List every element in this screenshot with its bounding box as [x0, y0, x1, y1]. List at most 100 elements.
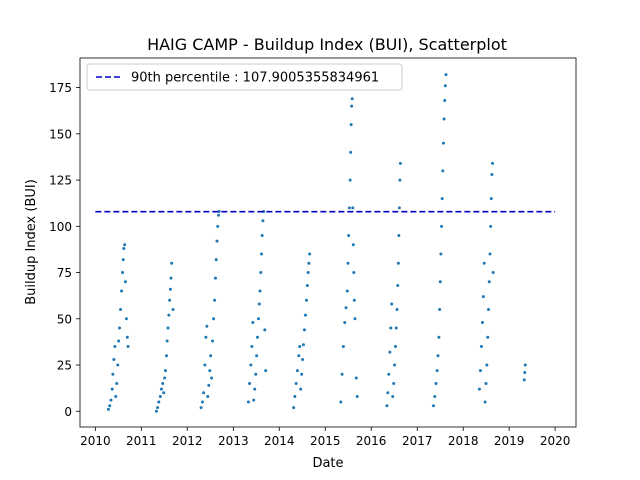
x-tick-label-10: 2020 — [540, 434, 571, 448]
y-tick-label-6: 150 — [49, 127, 72, 141]
data-point-0-161 — [485, 363, 489, 367]
data-point-0-169 — [491, 161, 495, 165]
data-point-0-126 — [393, 363, 397, 367]
legend: 90th percentile : 107.9005355834961 — [86, 63, 403, 91]
data-point-0-158 — [482, 261, 486, 265]
data-point-0-21 — [126, 345, 130, 349]
y-axis: 0 25 50 75 100 125 150 175 — [49, 81, 80, 419]
data-point-0-28 — [162, 391, 166, 395]
x-tick-label-7: 2017 — [402, 434, 433, 448]
plot-area — [79, 57, 577, 428]
data-point-0-170 — [491, 271, 495, 275]
data-point-0-137 — [433, 394, 437, 398]
data-point-0-110 — [350, 97, 354, 101]
data-point-0-144 — [439, 252, 443, 256]
data-point-0-7 — [114, 394, 118, 398]
plot-frame — [79, 57, 577, 428]
x-tick-label-4: 2014 — [264, 434, 295, 448]
data-point-0-106 — [348, 178, 352, 182]
data-point-0-56 — [215, 239, 219, 243]
data-point-0-107 — [349, 150, 353, 154]
data-point-0-124 — [391, 394, 395, 398]
data-point-0-6 — [113, 345, 117, 349]
data-point-0-74 — [260, 252, 264, 256]
data-point-0-150 — [443, 99, 447, 103]
data-point-0-23 — [156, 406, 160, 410]
data-point-0-86 — [299, 387, 303, 391]
data-point-0-111 — [351, 206, 355, 210]
data-point-0-97 — [339, 400, 343, 404]
data-point-0-5 — [112, 357, 116, 361]
data-point-0-162 — [486, 335, 490, 339]
data-point-0-85 — [298, 345, 302, 349]
data-point-0-11 — [118, 326, 122, 330]
data-point-0-33 — [166, 326, 170, 330]
data-point-0-149 — [442, 117, 446, 121]
data-point-0-54 — [213, 276, 217, 280]
data-point-0-42 — [202, 391, 206, 395]
data-point-0-78 — [263, 328, 267, 332]
y-axis-label: Buildup Index (BUI) — [24, 179, 39, 305]
data-point-0-14 — [121, 271, 125, 275]
y-tick-label-4: 100 — [49, 220, 72, 234]
data-point-0-8 — [115, 382, 119, 386]
data-point-0-135 — [398, 161, 402, 165]
y-tick-label-5: 125 — [49, 174, 72, 188]
data-point-0-117 — [355, 394, 359, 398]
plot-background — [80, 58, 576, 427]
data-point-0-105 — [347, 206, 351, 210]
data-point-0-64 — [251, 321, 255, 324]
data-point-0-73 — [259, 271, 263, 275]
y-tick-label-0: 0 — [64, 405, 72, 419]
data-point-0-167 — [489, 197, 493, 201]
data-point-0-24 — [157, 400, 161, 404]
data-point-0-104 — [347, 234, 351, 238]
data-point-0-57 — [216, 224, 220, 228]
data-point-0-13 — [120, 289, 124, 293]
data-point-0-127 — [393, 345, 397, 349]
data-point-0-15 — [121, 258, 125, 262]
data-point-0-60 — [246, 400, 250, 404]
x-tick-label-2: 2012 — [172, 434, 203, 448]
x-axis-label: Date — [312, 456, 343, 471]
data-point-0-114 — [352, 298, 356, 302]
data-points — [106, 73, 527, 413]
data-point-0-88 — [301, 357, 305, 361]
data-point-0-80 — [292, 406, 296, 410]
x-tick-label-9: 2019 — [494, 434, 525, 448]
data-point-0-52 — [212, 317, 216, 321]
data-point-0-95 — [307, 261, 311, 265]
data-point-0-2 — [109, 398, 113, 402]
data-point-0-154 — [478, 369, 482, 373]
data-point-0-157 — [481, 295, 485, 299]
data-point-0-101 — [344, 306, 348, 310]
data-point-0-49 — [209, 354, 213, 358]
data-point-0-71 — [257, 302, 261, 306]
data-point-0-79 — [264, 369, 268, 373]
data-point-0-113 — [352, 271, 356, 275]
data-point-0-50 — [210, 376, 214, 380]
data-point-0-153 — [477, 387, 481, 391]
data-point-0-68 — [255, 354, 259, 358]
data-point-0-165 — [488, 252, 492, 256]
data-point-0-19 — [124, 317, 128, 321]
data-point-0-4 — [111, 372, 115, 376]
y-tick-label-3: 75 — [57, 266, 72, 280]
data-point-0-29 — [163, 376, 167, 380]
legend-label: 90th percentile : 107.9005355834961 — [131, 71, 379, 86]
data-point-0-51 — [211, 339, 215, 343]
data-point-0-121 — [388, 350, 392, 354]
data-point-0-94 — [306, 271, 310, 275]
data-point-0-130 — [396, 284, 400, 287]
data-point-0-140 — [436, 354, 440, 358]
data-point-0-115 — [353, 317, 357, 321]
data-point-0-16 — [122, 247, 126, 251]
data-point-0-53 — [213, 298, 217, 302]
data-point-0-120 — [387, 372, 391, 376]
data-point-0-131 — [396, 261, 400, 265]
x-axis: 2010 2011 2012 2013 2014 2015 2016 2017 2018 2019… — [80, 427, 570, 448]
x-tick-label-6: 2016 — [356, 434, 387, 448]
data-point-0-96 — [308, 252, 312, 256]
data-point-0-9 — [116, 363, 120, 367]
data-point-0-58 — [216, 213, 220, 217]
